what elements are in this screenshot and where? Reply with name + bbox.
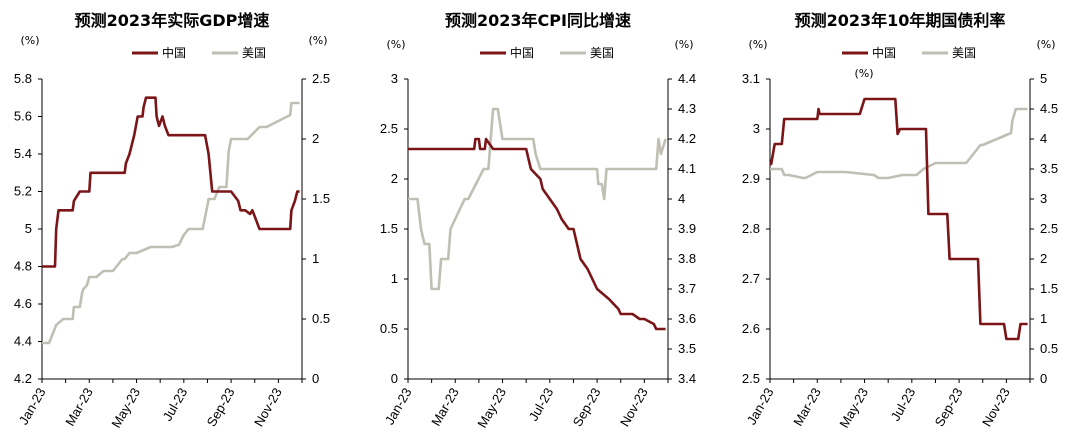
- left-axis-unit: (%): [748, 38, 767, 51]
- chart-panel-1: 预测2023年实际GDP增速 (%) (%) 中国 美国 4.2 4.4 4.6 4.8 5 5.2…: [14, 11, 330, 430]
- left-tick-label: 5.6: [14, 109, 32, 124]
- right-tick-label: 3.4: [678, 371, 696, 386]
- left-tick-label: 1.5: [380, 221, 398, 236]
- series-line-us: [42, 101, 300, 345]
- left-tick-label: 5.2: [14, 184, 32, 199]
- x-tick-label: May-23: [836, 385, 871, 430]
- right-axis-unit: (%): [308, 34, 327, 47]
- left-tick-label: 4.6: [14, 296, 32, 311]
- left-tick-label: 2.7: [742, 271, 760, 286]
- right-tick-label: 3.8: [678, 251, 696, 266]
- x-tick-label: Jul-23: [160, 385, 191, 423]
- chart-panel-3: 预测2023年10年期国债利率 (%) (%) (%) 中国 美国 2.5 2.6 2.7 2.8…: [742, 11, 1058, 430]
- left-tick-label: 4.8: [14, 259, 32, 274]
- chart-panel-2: 预测2023年CPI同比增速 (%) (%) 中国 美国 0 0.5 1 1.5 2 2.5 3 3.4…: [380, 11, 696, 430]
- x-tick-label: Jan-23: [744, 385, 777, 427]
- x-tick-label: Jan-23: [382, 385, 415, 427]
- right-tick-label: 3.7: [678, 281, 696, 296]
- right-tick-label: 1: [312, 251, 319, 266]
- right-tick-label: 4.3: [678, 101, 696, 116]
- right-axis-unit: (%): [674, 38, 693, 51]
- left-tick-label: 4.4: [14, 334, 32, 349]
- left-tick-label: 5.4: [14, 146, 32, 161]
- x-tick-label: Jul-23: [526, 385, 557, 423]
- right-tick-label: 1.5: [1040, 281, 1058, 296]
- x-tick-label: Mar-23: [62, 385, 96, 428]
- right-tick-label: 0.5: [1040, 341, 1058, 356]
- right-tick-label: 1.5: [312, 191, 330, 206]
- right-tick-label: 4.1: [678, 161, 696, 176]
- left-tick-label: 2.8: [742, 221, 760, 236]
- chart-title: 预测2023年10年期国债利率: [795, 11, 1006, 30]
- right-tick-label: 5: [1040, 71, 1047, 86]
- right-axis-unit: (%): [1036, 38, 1055, 51]
- left-tick-label: 2.5: [380, 121, 398, 136]
- left-tick-label: 2.9: [742, 171, 760, 186]
- series-line-us: [408, 107, 667, 291]
- right-tick-label: 4.2: [678, 131, 696, 146]
- left-tick-label: 4.2: [14, 371, 32, 386]
- right-tick-label: 3.5: [1040, 161, 1058, 176]
- right-tick-label: 4.5: [1040, 101, 1058, 116]
- right-tick-label: 0.5: [312, 311, 330, 326]
- right-tick-label: 3.6: [678, 311, 696, 326]
- right-tick-label: 2: [1040, 251, 1047, 266]
- x-tick-label: May-23: [108, 385, 143, 430]
- left-tick-label: 0.5: [380, 321, 398, 336]
- legend-label-1: 中国: [872, 45, 896, 60]
- inner-unit-label: (%): [854, 67, 873, 80]
- chart-title: 预测2023年实际GDP增速: [75, 11, 270, 30]
- left-tick-label: 5.8: [14, 71, 32, 86]
- x-tick-label: Mar-23: [790, 385, 824, 428]
- legend-label-1: 中国: [510, 45, 534, 60]
- x-tick-label: Jan-23: [16, 385, 49, 427]
- right-tick-label: 2: [312, 131, 319, 146]
- series-line-china: [42, 96, 300, 268]
- chart-title: 预测2023年CPI同比增速: [445, 11, 631, 30]
- left-tick-label: 2: [391, 171, 398, 186]
- right-tick-label: 4: [678, 191, 685, 206]
- left-tick-label: 3.1: [742, 71, 760, 86]
- legend-label-2: 美国: [242, 46, 266, 60]
- right-tick-label: 0: [312, 371, 319, 386]
- legend-label-2: 美国: [590, 46, 614, 60]
- legend-label-2: 美国: [952, 46, 976, 60]
- left-tick-label: 3: [753, 121, 760, 136]
- legend-label-1: 中国: [162, 45, 186, 60]
- right-tick-label: 4.4: [678, 71, 696, 86]
- x-tick-label: Sep-23: [932, 385, 966, 429]
- x-tick-label: Sep-23: [204, 385, 238, 429]
- left-tick-label: 2.6: [742, 321, 760, 336]
- x-tick-label: Nov-23: [979, 385, 1013, 429]
- right-tick-label: 3.9: [678, 221, 696, 236]
- x-tick-label: Jul-23: [888, 385, 919, 423]
- x-tick-label: May-23: [474, 385, 509, 430]
- x-tick-label: Nov-23: [617, 385, 651, 429]
- left-tick-label: 3: [391, 71, 398, 86]
- x-tick-label: Nov-23: [251, 385, 285, 429]
- series-line-china: [408, 137, 666, 331]
- right-tick-label: 3: [1040, 191, 1047, 206]
- left-axis-unit: (%): [20, 34, 39, 47]
- right-tick-label: 3.5: [678, 341, 696, 356]
- x-tick-label: Mar-23: [428, 385, 462, 428]
- left-tick-label: 0: [391, 371, 398, 386]
- x-tick-label: Sep-23: [570, 385, 604, 429]
- right-tick-label: 0: [1040, 371, 1047, 386]
- right-tick-label: 1: [1040, 311, 1047, 326]
- left-tick-label: 5: [25, 221, 32, 236]
- left-tick-label: 2.5: [742, 371, 760, 386]
- right-tick-label: 2.5: [1040, 221, 1058, 236]
- right-tick-label: 4: [1040, 131, 1047, 146]
- right-tick-label: 2.5: [312, 71, 330, 86]
- left-tick-label: 1: [391, 271, 398, 286]
- left-axis-unit: (%): [386, 38, 405, 51]
- series-line-us: [770, 107, 1028, 180]
- series-line-china: [769, 97, 1028, 341]
